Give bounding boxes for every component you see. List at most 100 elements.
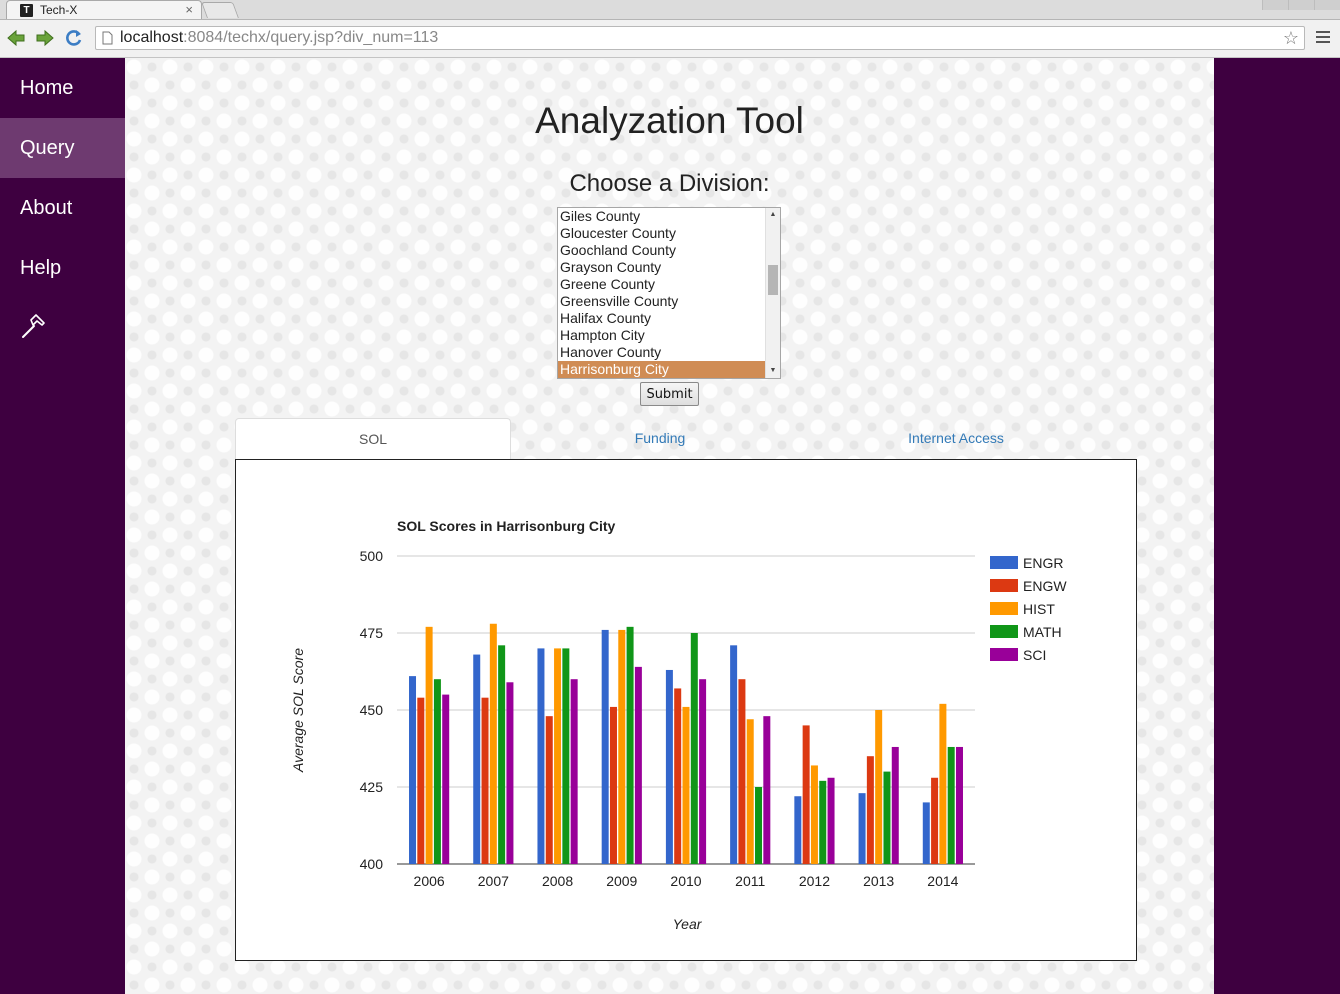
forward-arrow-icon[interactable]: [35, 28, 55, 48]
bar-hist-2007[interactable]: [489, 623, 497, 864]
bar-engw-2012[interactable]: [802, 725, 810, 864]
bar-hist-2008[interactable]: [554, 648, 562, 864]
bar-engr-2008[interactable]: [537, 648, 545, 864]
division-list-scrollbar[interactable]: ▲ ▼: [765, 208, 780, 378]
window-minimize-button[interactable]: [1262, 0, 1289, 10]
hammer-icon[interactable]: [20, 314, 46, 340]
bar-sci-2011[interactable]: [763, 716, 771, 864]
division-option[interactable]: Hampton City: [560, 327, 645, 343]
tab-internet-access[interactable]: Internet Access: [908, 430, 1004, 446]
bar-engw-2009[interactable]: [609, 706, 617, 864]
bar-engw-2007[interactable]: [481, 697, 489, 864]
x-tick-label: 2006: [414, 873, 445, 889]
reload-icon[interactable]: [64, 28, 84, 48]
bar-engw-2014[interactable]: [931, 777, 939, 864]
bar-math-2007[interactable]: [498, 645, 506, 864]
y-tick-label: 500: [360, 548, 384, 564]
x-tick-label: 2012: [799, 873, 830, 889]
tab-funding[interactable]: Funding: [634, 430, 686, 446]
division-option[interactable]: Giles County: [560, 208, 641, 224]
bar-sci-2013[interactable]: [891, 746, 899, 864]
bar-engw-2011[interactable]: [738, 679, 746, 864]
legend-label-sci: SCI: [1023, 647, 1046, 663]
legend-swatch-hist: [990, 602, 1018, 615]
bar-engw-2013[interactable]: [866, 756, 874, 864]
bar-hist-2010[interactable]: [682, 706, 690, 864]
scroll-up-arrow-icon[interactable]: ▲: [769, 211, 777, 218]
y-axis-label: Average SOL Score: [290, 648, 306, 773]
tab-sol[interactable]: SOL: [235, 418, 511, 460]
x-tick-label: 2014: [927, 873, 958, 889]
bar-hist-2012[interactable]: [810, 765, 818, 864]
sidebar-item-query[interactable]: Query: [0, 118, 125, 178]
new-tab-button[interactable]: [201, 2, 239, 18]
x-tick-label: 2009: [606, 873, 637, 889]
division-select[interactable]: Giles County Gloucester County Goochland…: [557, 207, 781, 379]
y-tick-label: 400: [360, 856, 384, 872]
bar-engr-2006[interactable]: [409, 676, 417, 864]
x-axis-label: Year: [673, 916, 703, 932]
bar-hist-2006[interactable]: [425, 626, 433, 864]
bar-engr-2012[interactable]: [794, 796, 802, 864]
division-option[interactable]: Grayson County: [560, 259, 662, 275]
division-option[interactable]: Hanover County: [560, 344, 662, 360]
bar-engr-2010[interactable]: [665, 669, 673, 864]
bar-engw-2010[interactable]: [674, 688, 682, 864]
legend-label-engw: ENGW: [1023, 578, 1067, 594]
bar-engw-2006[interactable]: [417, 697, 425, 864]
tab-close-icon[interactable]: ×: [185, 2, 193, 17]
bar-sci-2014[interactable]: [955, 746, 963, 864]
sidebar-item-about[interactable]: About: [20, 197, 73, 219]
bar-math-2014[interactable]: [947, 746, 955, 864]
bar-hist-2013[interactable]: [875, 710, 883, 864]
x-tick-label: 2013: [863, 873, 894, 889]
bar-math-2006[interactable]: [433, 679, 441, 864]
bar-sci-2008[interactable]: [570, 679, 578, 864]
bar-hist-2014[interactable]: [939, 703, 947, 864]
legend-swatch-math: [990, 625, 1018, 638]
x-tick-label: 2008: [542, 873, 573, 889]
bookmark-star-icon[interactable]: ☆: [1282, 28, 1299, 48]
address-bar[interactable]: localhost:8084/techx/query.jsp?div_num=1…: [95, 26, 1305, 50]
scroll-down-arrow-icon[interactable]: ▼: [769, 367, 777, 374]
bar-math-2012[interactable]: [819, 780, 827, 864]
division-option[interactable]: Gloucester County: [560, 225, 676, 241]
division-option[interactable]: Greene County: [560, 276, 655, 292]
bar-engr-2011[interactable]: [730, 645, 738, 864]
bar-engr-2007[interactable]: [473, 654, 481, 864]
bar-hist-2011[interactable]: [746, 719, 754, 864]
y-tick-label: 475: [360, 625, 384, 641]
window-maximize-button[interactable]: [1288, 0, 1315, 10]
division-option-selected[interactable]: Harrisonburg City: [558, 361, 766, 378]
submit-button[interactable]: Submit: [640, 382, 699, 406]
page-icon: [102, 31, 113, 45]
bar-engr-2013[interactable]: [858, 793, 866, 864]
bar-math-2013[interactable]: [883, 771, 891, 864]
bar-math-2011[interactable]: [755, 787, 763, 864]
bar-math-2008[interactable]: [562, 648, 570, 864]
page-title: Analyzation Tool: [535, 100, 804, 141]
division-option[interactable]: Greensville County: [560, 293, 679, 309]
browser-tab[interactable]: T Tech-X ×: [6, 0, 202, 19]
bar-engr-2014[interactable]: [922, 802, 930, 864]
division-option[interactable]: Halifax County: [560, 310, 652, 326]
sol-bar-chart: SOL Scores in Harrisonburg City Year Ave…: [290, 518, 1067, 932]
division-option[interactable]: Goochland County: [560, 242, 676, 258]
bar-engw-2008[interactable]: [545, 716, 553, 864]
bar-sci-2012[interactable]: [827, 777, 835, 864]
bar-math-2009[interactable]: [626, 626, 634, 864]
browser-menu-icon[interactable]: [1316, 31, 1330, 46]
x-tick-label: 2011: [735, 873, 765, 889]
back-arrow-icon[interactable]: [6, 28, 26, 48]
bar-sci-2010[interactable]: [699, 679, 707, 864]
bar-sci-2009[interactable]: [634, 666, 642, 864]
bar-sci-2007[interactable]: [506, 682, 514, 864]
bar-math-2010[interactable]: [690, 633, 698, 864]
sidebar-item-home[interactable]: Home: [20, 77, 74, 99]
window-close-button[interactable]: [1314, 0, 1340, 10]
bar-hist-2009[interactable]: [618, 629, 626, 864]
bar-sci-2006[interactable]: [442, 694, 450, 864]
bar-engr-2009[interactable]: [601, 629, 609, 864]
scroll-thumb[interactable]: [768, 265, 778, 295]
sidebar-item-help[interactable]: Help: [20, 257, 62, 279]
